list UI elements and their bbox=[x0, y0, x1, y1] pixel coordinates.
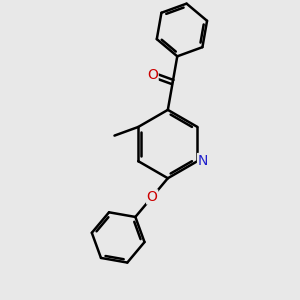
Text: O: O bbox=[147, 68, 158, 82]
Text: N: N bbox=[198, 154, 208, 168]
Text: O: O bbox=[147, 190, 158, 204]
